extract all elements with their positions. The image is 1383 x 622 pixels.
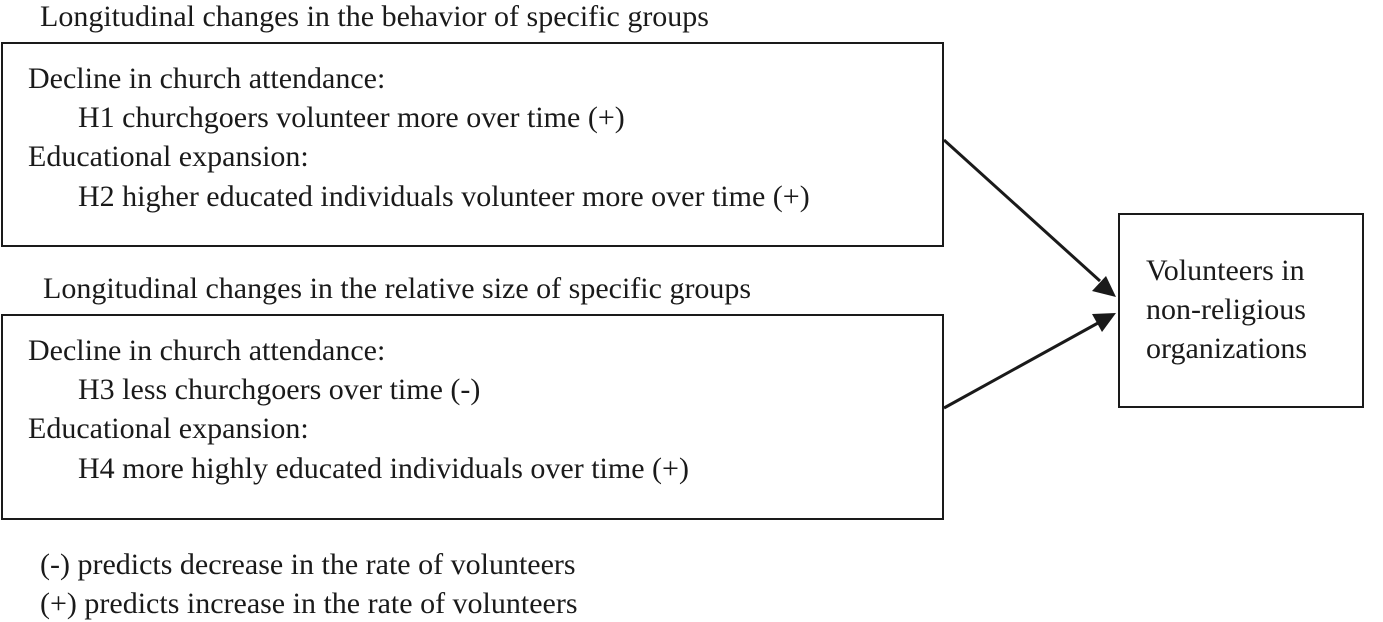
group2-heading: Longitudinal changes in the relative siz… [43, 272, 752, 305]
arrow-group1-to-outcome [942, 138, 1116, 297]
outcome-box [1118, 213, 1364, 408]
group2-label-education: Educational expansion: [28, 412, 309, 445]
outcome-label-line1: Volunteers in [1146, 254, 1305, 287]
outcome-label-line3: organizations [1146, 332, 1308, 365]
group2-hypothesis-h4: H4 more highly educated individuals over… [78, 452, 689, 485]
legend-decrease: (-) predicts decrease in the rate of vol… [40, 548, 576, 581]
group2-label-church: Decline in church attendance: [28, 334, 386, 367]
group1-hypothesis-h1: H1 churchgoers volunteer more over time … [78, 101, 625, 134]
group1-label-church: Decline in church attendance: [28, 62, 386, 95]
arrow-group2-to-outcome [943, 313, 1116, 410]
outcome-label-line2: non-religious [1146, 293, 1306, 326]
group1-heading: Longitudinal changes in the behavior of … [40, 0, 709, 33]
group1-hypothesis-h2: H2 higher educated individuals volunteer… [78, 180, 810, 213]
group1-box [1, 42, 944, 247]
group2-box [1, 314, 944, 520]
group1-label-education: Educational expansion: [28, 140, 309, 173]
legend-increase: (+) predicts increase in the rate of vol… [40, 587, 578, 620]
group2-hypothesis-h3: H3 less churchgoers over time (-) [78, 373, 481, 406]
